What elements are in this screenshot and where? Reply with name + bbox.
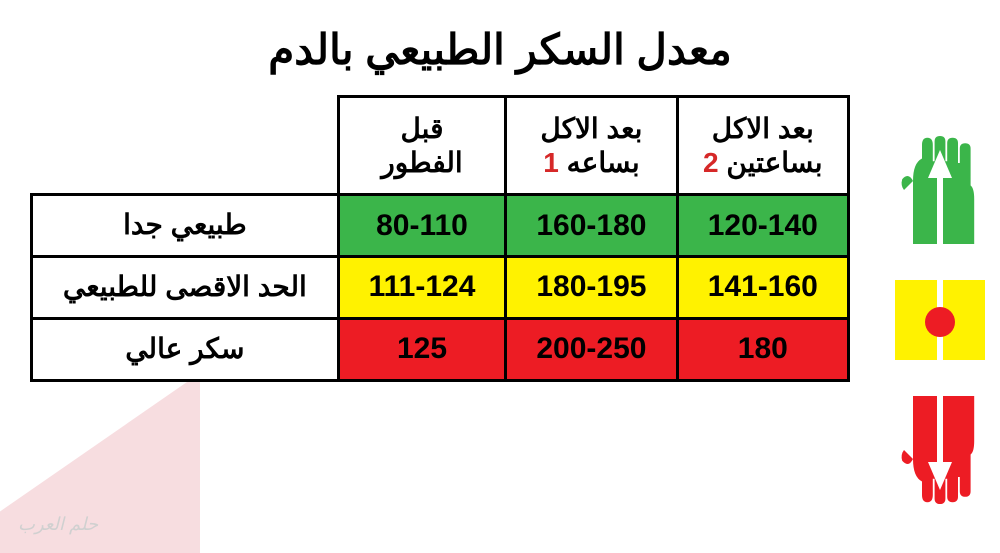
arrow-up-icon: [928, 150, 952, 178]
page-title: معدل السكر الطبيعي بالدم: [0, 25, 1000, 74]
cell-value: 180-195: [506, 256, 677, 318]
cell-value: 200-250: [506, 318, 677, 380]
blood-sugar-table: قبل الفطور بعد الاكل بساعه 1 بعد الاكل ب…: [30, 95, 850, 382]
col-header-after-2h: بعد الاكل بساعتين 2: [677, 97, 848, 195]
corner-empty: [32, 97, 339, 195]
table-row: الحد الاقصى للطبيعي 111-124 180-195 141-…: [32, 256, 849, 318]
table-row: طبيعي جدا 80-110 160-180 120-140: [32, 195, 849, 257]
col-header-after-1h: بعد الاكل بساعه 1: [506, 97, 677, 195]
table-row: سكر عالي 125 200-250 180: [32, 318, 849, 380]
cell-value: 111-124: [338, 256, 506, 318]
table-header-row: قبل الفطور بعد الاكل بساعه 1 بعد الاكل ب…: [32, 97, 849, 195]
cell-value: 80-110: [338, 195, 506, 257]
cell-value: 180: [677, 318, 848, 380]
center-circle: [925, 307, 955, 337]
row-label-max-normal: الحد الاقصى للطبيعي: [32, 256, 339, 318]
row-label-normal: طبيعي جدا: [32, 195, 339, 257]
arrow-down-icon: [928, 462, 952, 490]
watermark-text: حلم العرب: [18, 514, 98, 535]
row-label-high: سكر عالي: [32, 318, 339, 380]
cell-value: 125: [338, 318, 506, 380]
cell-value: 120-140: [677, 195, 848, 257]
hands-graphic: [885, 135, 995, 505]
cell-value: 160-180: [506, 195, 677, 257]
col-header-before-breakfast: قبل الفطور: [338, 97, 506, 195]
cell-value: 141-160: [677, 256, 848, 318]
